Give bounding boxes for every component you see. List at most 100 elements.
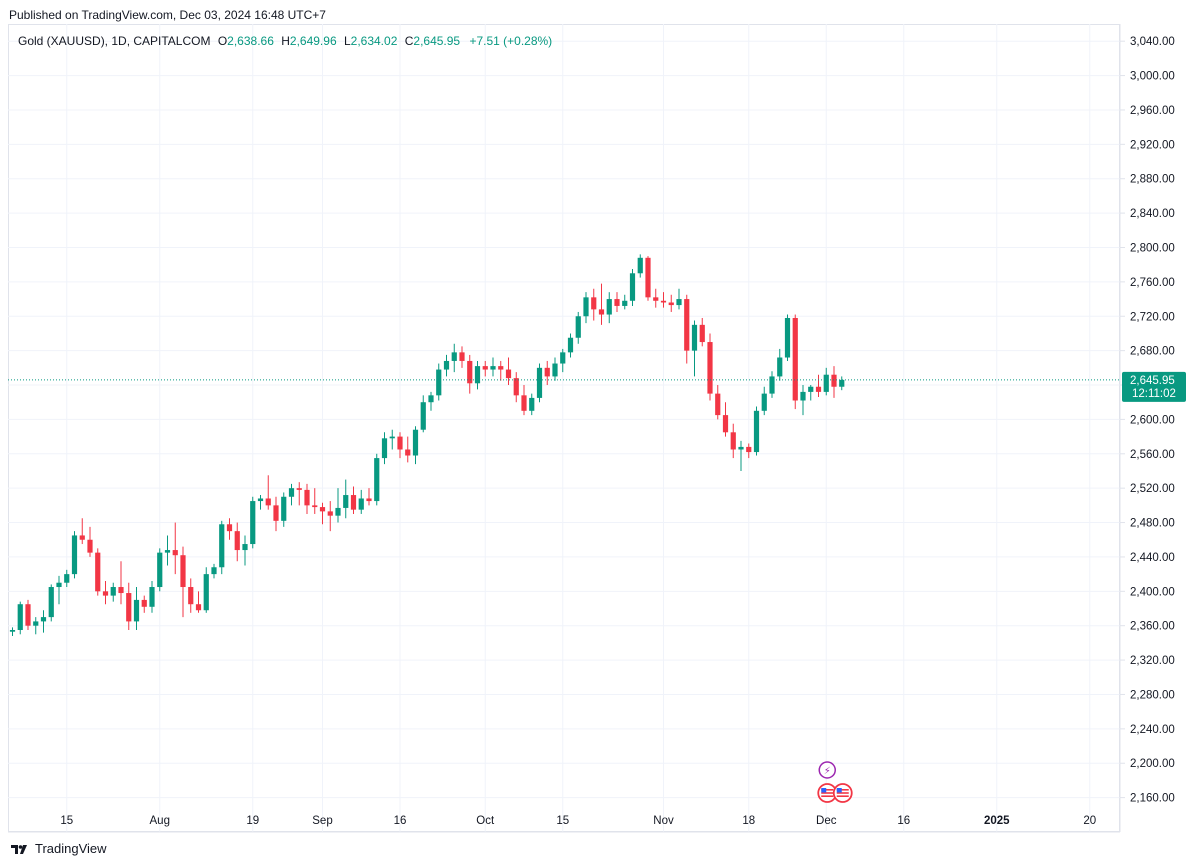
- candle-up[interactable]: [358, 489, 364, 514]
- candle-up[interactable]: [583, 292, 589, 324]
- candle-up[interactable]: [64, 569, 70, 588]
- candle-up[interactable]: [839, 376, 845, 391]
- candle-down[interactable]: [513, 372, 519, 403]
- candle-up[interactable]: [335, 488, 341, 523]
- candle-down[interactable]: [730, 423, 736, 459]
- candle-down[interactable]: [746, 443, 752, 459]
- candle-down[interactable]: [273, 496, 279, 532]
- event-us-flag-icon[interactable]: [832, 783, 853, 803]
- candle-up[interactable]: [808, 385, 814, 401]
- candle-up[interactable]: [219, 520, 225, 575]
- candle-up[interactable]: [552, 357, 558, 381]
- candle-up[interactable]: [9, 627, 16, 637]
- candle-down[interactable]: [645, 256, 651, 301]
- candle-down[interactable]: [467, 354, 473, 394]
- candle-up[interactable]: [257, 495, 264, 510]
- candle-up[interactable]: [33, 617, 39, 635]
- candle-up[interactable]: [761, 386, 767, 416]
- candle-up[interactable]: [443, 354, 450, 377]
- candle-up[interactable]: [691, 320, 698, 377]
- candle-down[interactable]: [25, 599, 31, 630]
- candle-up[interactable]: [490, 357, 496, 377]
- candle-down[interactable]: [79, 518, 85, 545]
- candle-down[interactable]: [591, 288, 597, 321]
- tradingview-footer[interactable]: TradingView: [10, 841, 107, 856]
- candle-down[interactable]: [684, 294, 690, 364]
- candle-down[interactable]: [366, 488, 372, 506]
- candle-up[interactable]: [288, 483, 295, 506]
- candle-up[interactable]: [412, 426, 419, 465]
- candle-up[interactable]: [560, 348, 566, 373]
- candle-down[interactable]: [505, 357, 512, 386]
- candle-down[interactable]: [699, 317, 705, 347]
- candle-down[interactable]: [141, 595, 147, 613]
- candle-up[interactable]: [281, 492, 287, 527]
- candle-up[interactable]: [823, 367, 829, 396]
- candle-up[interactable]: [40, 610, 47, 633]
- candle-up[interactable]: [389, 429, 395, 450]
- candle-down[interactable]: [95, 548, 101, 596]
- event-bolt-icon[interactable]: ⚡: [818, 761, 836, 779]
- candle-up[interactable]: [536, 363, 543, 403]
- candle-up[interactable]: [606, 292, 612, 324]
- candle-down[interactable]: [234, 522, 240, 562]
- candle-up[interactable]: [784, 314, 791, 361]
- candle-down[interactable]: [126, 582, 132, 630]
- candle-down[interactable]: [722, 402, 729, 437]
- candle-up[interactable]: [250, 496, 256, 549]
- candle-down[interactable]: [715, 385, 721, 420]
- candle-down[interactable]: [304, 483, 310, 514]
- candle-up[interactable]: [157, 548, 163, 592]
- candle-up[interactable]: [575, 311, 581, 344]
- candle-down[interactable]: [319, 502, 326, 525]
- candle-down[interactable]: [831, 366, 837, 398]
- candle-up[interactable]: [203, 567, 209, 613]
- candle-up[interactable]: [567, 333, 574, 358]
- candle-down[interactable]: [118, 561, 124, 605]
- candle-up[interactable]: [428, 391, 434, 411]
- candle-down[interactable]: [172, 522, 178, 575]
- candle-up[interactable]: [374, 453, 380, 506]
- candle-down[interactable]: [707, 333, 713, 401]
- candle-down[interactable]: [792, 314, 798, 410]
- candle-up[interactable]: [381, 432, 388, 465]
- candle-up[interactable]: [676, 288, 682, 310]
- candle-down[interactable]: [296, 482, 302, 506]
- candle-down[interactable]: [668, 294, 674, 312]
- candle-up[interactable]: [769, 371, 775, 398]
- candle-down[interactable]: [188, 578, 194, 613]
- candle-up[interactable]: [738, 440, 744, 471]
- candle-up[interactable]: [48, 584, 54, 622]
- candle-up[interactable]: [133, 587, 140, 630]
- candle-down[interactable]: [405, 436, 411, 463]
- price-axis[interactable]: 2,160.00 2,200.00 2,240.00 2,280.00 2,320.00…: [1120, 36, 1175, 805]
- candle-down[interactable]: [544, 360, 550, 386]
- candle-down[interactable]: [498, 360, 504, 381]
- candle-down[interactable]: [397, 432, 403, 459]
- time-axis[interactable]: 15 Aug 19 Sep 16 Oct 15 Nov 18 Dec 16 2025 20: [60, 815, 1096, 827]
- candle-up[interactable]: [436, 363, 442, 401]
- candle-up[interactable]: [242, 535, 248, 566]
- candle-down[interactable]: [327, 501, 333, 532]
- candle-down[interactable]: [598, 283, 605, 325]
- candle-down[interactable]: [226, 518, 233, 540]
- candle-up[interactable]: [343, 479, 349, 519]
- candle-up[interactable]: [629, 268, 636, 306]
- candle-down[interactable]: [482, 360, 488, 377]
- candle-up[interactable]: [71, 531, 78, 579]
- candle-down[interactable]: [521, 385, 527, 416]
- candle-up[interactable]: [637, 254, 643, 278]
- candle-down[interactable]: [265, 475, 271, 510]
- candle-up[interactable]: [56, 575, 62, 605]
- symbol-legend[interactable]: Gold (XAUUSD), 1D, CAPITALCOM O2,638.66 …: [18, 34, 552, 48]
- candle-up[interactable]: [622, 294, 628, 310]
- candle-down[interactable]: [312, 488, 318, 514]
- candle-up[interactable]: [474, 360, 481, 390]
- candle-up[interactable]: [211, 563, 217, 579]
- candle-down[interactable]: [459, 346, 465, 368]
- candle-up[interactable]: [529, 393, 535, 416]
- candle-up[interactable]: [753, 406, 760, 456]
- candle-up[interactable]: [800, 385, 806, 416]
- candle-up[interactable]: [110, 582, 116, 602]
